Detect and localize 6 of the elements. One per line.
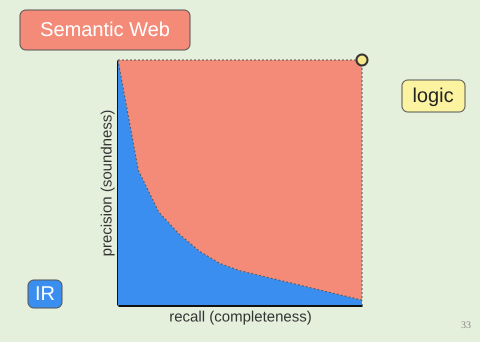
x-axis-title: recall (completeness) [169,308,312,326]
text: logic [412,85,454,107]
series-label: Semantic Web [40,19,170,41]
text: 33 [461,320,471,331]
y-axis-title: precision (soundness) [98,110,116,256]
text: IR [35,283,55,305]
